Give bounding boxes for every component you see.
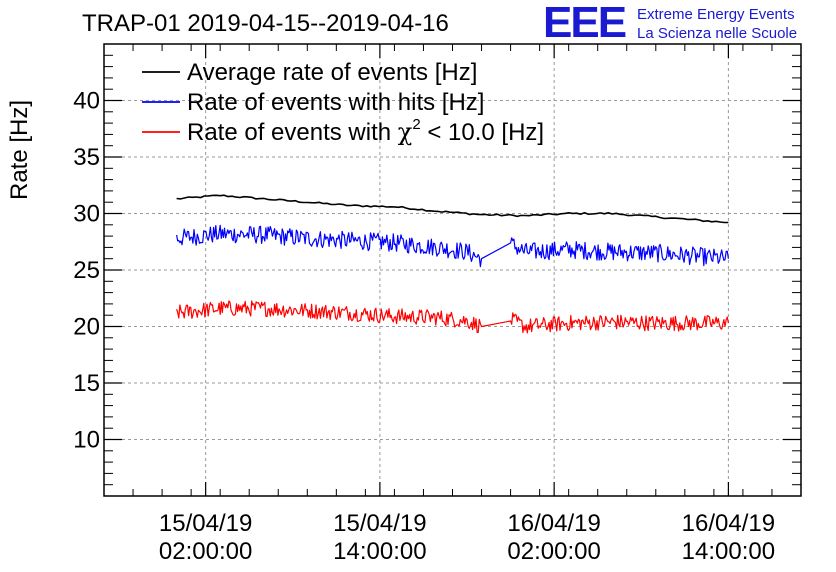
series-line — [176, 300, 729, 334]
x-tick-label-time: 02:00:00 — [159, 538, 252, 565]
eee-logo-mark: EEE — [543, 0, 627, 47]
legend-label: Rate of events with χ2 < 10.0 [Hz] — [187, 116, 544, 146]
chart-title: TRAP-01 2019-04-15--2019-04-16 — [82, 10, 449, 37]
x-tick-label-time: 02:00:00 — [507, 538, 600, 565]
x-tick-label-date: 15/04/19 — [333, 510, 426, 537]
y-axis-label: Rate [Hz] — [6, 100, 33, 200]
y-tick-label: 20 — [73, 314, 100, 341]
x-tick-label-date: 15/04/19 — [159, 510, 252, 537]
series-group — [176, 194, 729, 334]
y-tick-label: 15 — [73, 370, 100, 397]
y-tick-label: 40 — [73, 88, 100, 115]
legend-label: Rate of events with hits [Hz] — [187, 89, 484, 116]
x-tick-label-time: 14:00:00 — [333, 538, 426, 565]
series-line — [176, 194, 729, 224]
logo-text-line1: Extreme Energy Events — [637, 6, 795, 23]
y-tick-label: 10 — [73, 427, 100, 454]
logo-text-line2: La Scienza nelle Scuole — [637, 25, 798, 42]
y-tick-label: 30 — [73, 201, 100, 228]
eee-logo: EEE Extreme Energy Events La Scienza nel… — [543, 0, 833, 46]
legend-label: Average rate of events [Hz] — [187, 59, 477, 86]
axes-group: 1015202530354015/04/1902:00:0015/04/1914… — [73, 44, 802, 565]
y-tick-label: 35 — [73, 144, 100, 171]
series-line — [176, 224, 729, 268]
x-tick-label-date: 16/04/19 — [682, 510, 775, 537]
x-tick-label-time: 14:00:00 — [682, 538, 775, 565]
grid-lines — [104, 44, 801, 496]
y-tick-label: 25 — [73, 257, 100, 284]
x-tick-label-date: 16/04/19 — [507, 510, 600, 537]
legend: Average rate of events [Hz] Rate of event… — [142, 59, 544, 146]
